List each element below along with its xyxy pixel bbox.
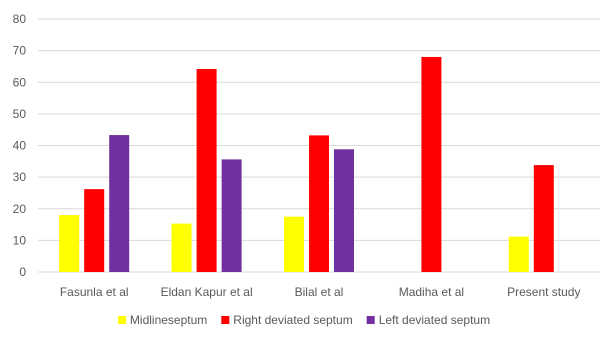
y-tick-label-80: 80: [13, 12, 27, 26]
bar-1-5: [508, 236, 529, 272]
legend-label-1: Midlineseptum: [130, 313, 207, 327]
legend-swatch-2: [221, 316, 230, 324]
legend-label-2: Right deviated septum: [233, 313, 352, 327]
bar-2-2: [196, 68, 217, 272]
bar-2-4: [421, 56, 442, 273]
legend: Midlineseptum Right deviated septum Left d…: [117, 313, 490, 327]
y-tick-label-20: 20: [13, 202, 27, 216]
y-tick-label-0: 0: [19, 265, 26, 279]
bar-3-2: [221, 159, 242, 272]
y-tick-label-50: 50: [13, 107, 27, 121]
bar-2-5: [533, 165, 554, 272]
bar-3-1: [109, 135, 130, 272]
y-tick-label-30: 30: [13, 170, 27, 184]
y-tick-label-40: 40: [13, 139, 27, 153]
legend-swatch-1: [117, 316, 126, 324]
bar-1-1: [59, 215, 80, 272]
bars: [59, 56, 554, 273]
y-axis-ticks: 0 10 20 30 40 50 60 70 80: [13, 12, 27, 279]
x-category-label-5: Present study: [507, 285, 580, 299]
x-category-label-3: Bilal et al: [295, 285, 344, 299]
bar-3-3: [334, 149, 354, 272]
y-tick-label-60: 60: [13, 75, 27, 89]
x-axis-categories: Fasunla et al Eldan Kapur et al Bilal et a…: [60, 285, 581, 299]
x-category-label-1: Fasunla et al: [60, 285, 129, 299]
legend-swatch-3: [366, 316, 375, 324]
legend-label-3: Left deviated septum: [379, 313, 490, 327]
x-category-label-2: Eldan Kapur et al: [161, 285, 253, 299]
bar-2-1: [84, 189, 105, 272]
y-tick-label-10: 10: [13, 233, 27, 247]
x-category-label-4: Madiha et al: [399, 285, 464, 299]
y-tick-label-70: 70: [13, 44, 27, 58]
bar-1-2: [171, 223, 192, 272]
bar-1-3: [284, 216, 304, 272]
bar-2-3: [309, 135, 329, 272]
